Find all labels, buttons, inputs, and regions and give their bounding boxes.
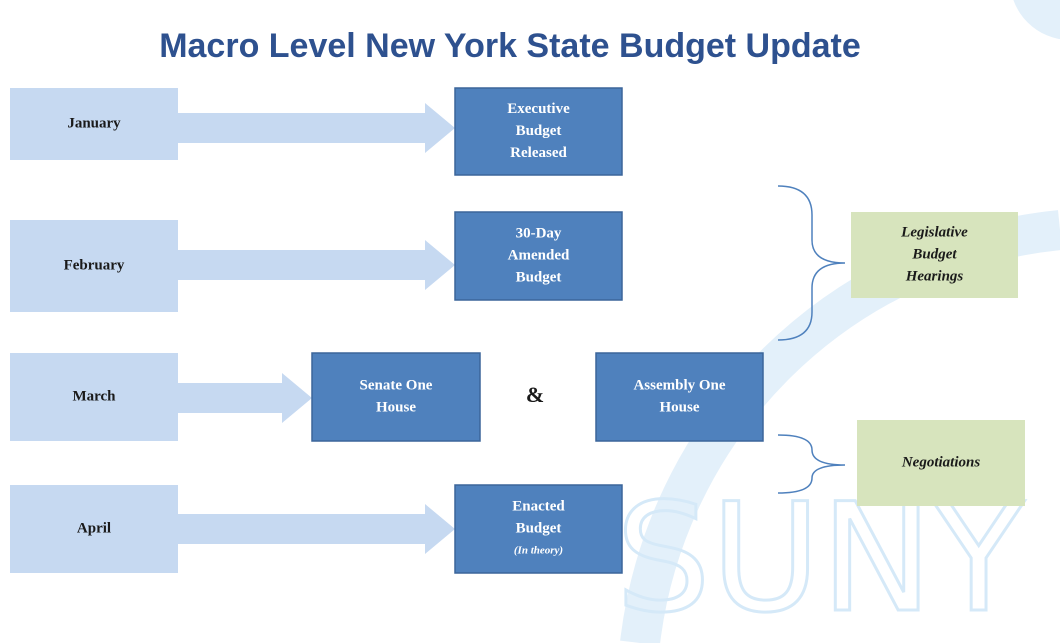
step-text: Senate One <box>360 377 433 393</box>
month-label: January <box>67 115 121 131</box>
brace <box>777 185 846 341</box>
step-text: Budget <box>516 123 562 139</box>
arrow <box>178 240 455 290</box>
step-text: House <box>376 399 416 415</box>
step-text-note: (In theory) <box>514 545 563 557</box>
side-box <box>851 212 1018 298</box>
step-box <box>595 352 764 442</box>
step-box <box>454 211 623 301</box>
step-text: Released <box>510 145 567 161</box>
month-label: February <box>64 257 125 273</box>
brace <box>777 434 846 494</box>
side-text: Budget <box>911 246 957 262</box>
watermark-circle <box>1013 0 1060 40</box>
title: Macro Level New York State Budget Update <box>159 27 861 65</box>
step-text: Budget <box>516 520 562 536</box>
side-box <box>857 420 1025 506</box>
step-box <box>311 352 481 442</box>
side-text: Legislative <box>900 224 968 240</box>
step-text: Amended <box>508 247 570 263</box>
month-box <box>10 88 178 160</box>
month-box <box>10 353 178 441</box>
arrow <box>178 373 312 423</box>
step-text: Enacted <box>512 498 565 514</box>
arrow <box>178 504 455 554</box>
step-box <box>454 484 623 574</box>
arrow <box>178 103 455 153</box>
step-box <box>454 87 623 176</box>
step-text: 30-Day <box>516 225 562 241</box>
month-box <box>10 485 178 573</box>
month-label: March <box>72 388 116 404</box>
step-text: Assembly One <box>633 377 725 393</box>
side-text: Hearings <box>905 268 964 284</box>
ampersand: & <box>526 382 544 407</box>
step-text: Executive <box>507 101 570 117</box>
step-text: Budget <box>516 269 562 285</box>
month-box <box>10 220 178 312</box>
month-label: April <box>77 520 111 536</box>
side-text: Negotiations <box>901 454 981 470</box>
step-text: House <box>659 399 699 415</box>
